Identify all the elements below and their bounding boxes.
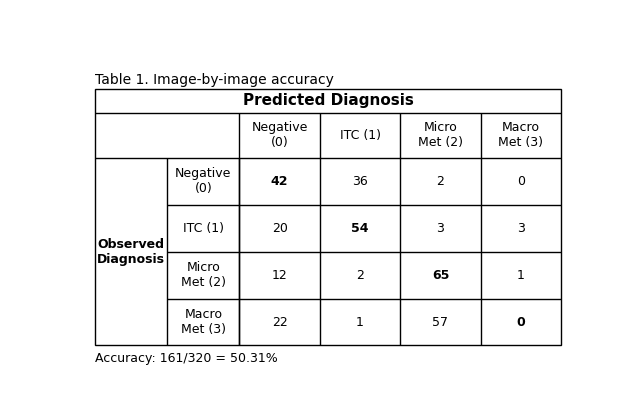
Text: ITC (1): ITC (1) [183,222,224,235]
Text: 1: 1 [356,316,364,329]
Text: ITC (1): ITC (1) [340,129,381,142]
Text: 1: 1 [517,269,525,281]
Text: 0: 0 [517,175,525,188]
Text: Macro
Met (3): Macro Met (3) [180,308,226,336]
Text: Negative
(0): Negative (0) [252,121,308,149]
Text: 3: 3 [436,222,444,235]
Text: Accuracy: 161/320 = 50.31%: Accuracy: 161/320 = 50.31% [95,352,278,365]
Text: Macro
Met (3): Macro Met (3) [499,121,543,149]
Text: 54: 54 [351,222,369,235]
Text: Table 1. Image-by-image accuracy: Table 1. Image-by-image accuracy [95,73,333,87]
Text: Negative
(0): Negative (0) [175,167,232,196]
Text: 3: 3 [517,222,525,235]
Text: 20: 20 [272,222,287,235]
Text: 2: 2 [436,175,444,188]
Text: Observed
Diagnosis: Observed Diagnosis [97,238,165,266]
Text: 22: 22 [272,316,287,329]
Text: 42: 42 [271,175,289,188]
Text: 0: 0 [516,316,525,329]
Text: 57: 57 [433,316,449,329]
Text: 36: 36 [352,175,368,188]
Text: 65: 65 [432,269,449,281]
Text: Micro
Met (2): Micro Met (2) [180,261,226,289]
Text: Predicted Diagnosis: Predicted Diagnosis [243,93,413,108]
Text: Micro
Met (2): Micro Met (2) [418,121,463,149]
Text: 2: 2 [356,269,364,281]
Text: 12: 12 [272,269,287,281]
